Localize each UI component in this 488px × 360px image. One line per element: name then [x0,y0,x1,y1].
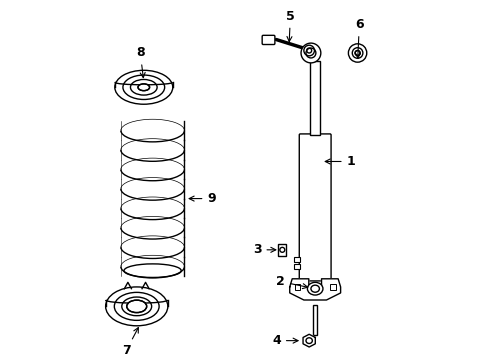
Ellipse shape [279,247,284,252]
Text: 8: 8 [136,46,145,78]
FancyBboxPatch shape [278,244,285,247]
Text: 4: 4 [272,334,298,347]
Ellipse shape [301,43,320,63]
Ellipse shape [126,300,146,312]
Text: 5: 5 [285,10,294,41]
FancyBboxPatch shape [293,264,300,269]
Ellipse shape [138,84,149,91]
Ellipse shape [354,50,359,55]
FancyBboxPatch shape [293,257,300,262]
FancyBboxPatch shape [262,35,274,45]
Ellipse shape [105,287,167,326]
Text: 7: 7 [122,328,138,357]
Ellipse shape [307,282,322,295]
FancyBboxPatch shape [309,61,320,135]
FancyBboxPatch shape [329,284,335,291]
Polygon shape [303,334,315,347]
Text: 1: 1 [325,155,355,168]
FancyBboxPatch shape [294,284,300,291]
FancyBboxPatch shape [299,134,330,281]
Text: 3: 3 [252,243,275,256]
FancyBboxPatch shape [278,244,285,256]
Ellipse shape [115,70,172,104]
FancyBboxPatch shape [312,305,317,335]
Text: 6: 6 [354,18,363,58]
Text: 2: 2 [276,275,307,289]
FancyBboxPatch shape [278,248,285,252]
Ellipse shape [347,44,366,62]
FancyBboxPatch shape [278,252,285,256]
Polygon shape [289,279,340,300]
Text: 9: 9 [189,192,216,205]
Ellipse shape [303,45,314,56]
